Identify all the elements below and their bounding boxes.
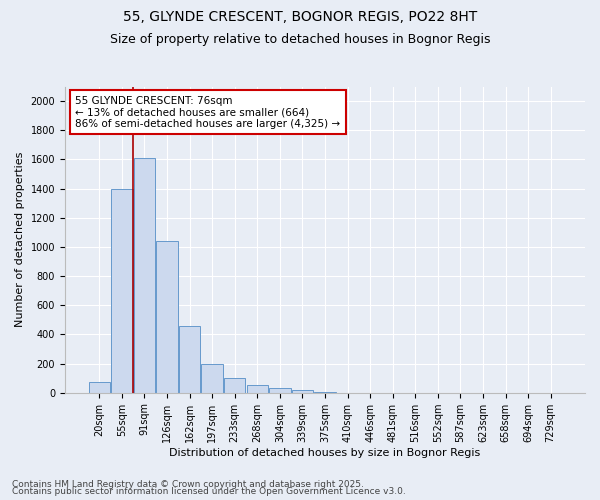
Bar — [179, 326, 200, 392]
Text: Contains HM Land Registry data © Crown copyright and database right 2025.: Contains HM Land Registry data © Crown c… — [12, 480, 364, 489]
Bar — [292, 390, 313, 392]
X-axis label: Distribution of detached houses by size in Bognor Regis: Distribution of detached houses by size … — [169, 448, 481, 458]
Bar — [224, 378, 245, 392]
Bar — [247, 384, 268, 392]
Text: 55 GLYNDE CRESCENT: 76sqm
← 13% of detached houses are smaller (664)
86% of semi: 55 GLYNDE CRESCENT: 76sqm ← 13% of detac… — [76, 96, 340, 129]
Bar — [89, 382, 110, 392]
Text: Contains public sector information licensed under the Open Government Licence v3: Contains public sector information licen… — [12, 487, 406, 496]
Text: Size of property relative to detached houses in Bognor Regis: Size of property relative to detached ho… — [110, 32, 490, 46]
Bar — [156, 241, 178, 392]
Text: 55, GLYNDE CRESCENT, BOGNOR REGIS, PO22 8HT: 55, GLYNDE CRESCENT, BOGNOR REGIS, PO22 … — [123, 10, 477, 24]
Y-axis label: Number of detached properties: Number of detached properties — [15, 152, 25, 328]
Bar — [134, 158, 155, 392]
Bar — [111, 188, 133, 392]
Bar — [202, 364, 223, 392]
Bar — [269, 388, 290, 392]
